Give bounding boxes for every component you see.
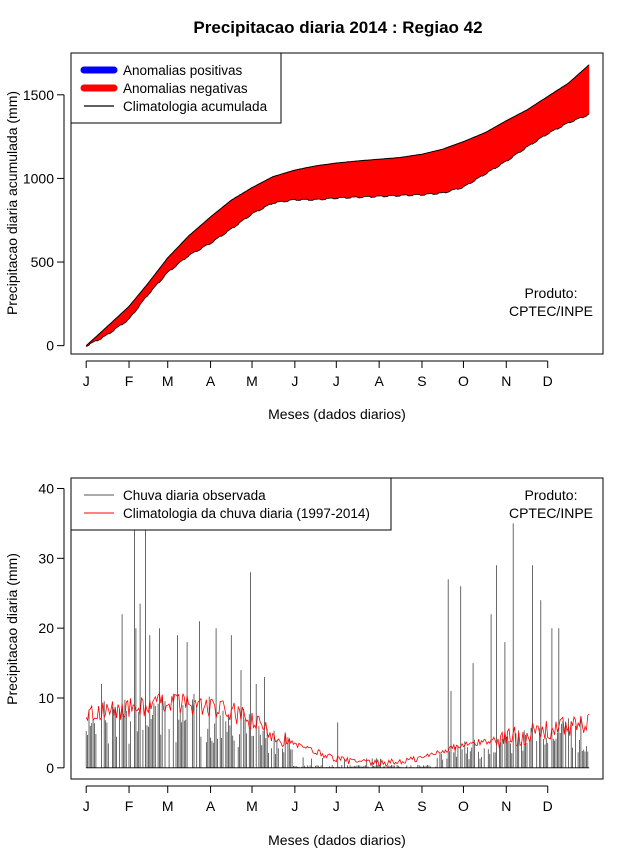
daily-x-tick-label: M xyxy=(162,798,174,814)
daily-y-tick-label: 30 xyxy=(38,550,54,566)
legend-negative-label: Anomalias negativas xyxy=(123,81,248,96)
daily-x-tick-label: S xyxy=(417,798,426,814)
accumulated-y-axis-label: Precipitacao diaria acumulada (mm) xyxy=(4,91,20,315)
daily-x-tick-label: J xyxy=(291,798,298,814)
accumulated-x-tick-label: F xyxy=(125,373,134,389)
legend-positive-label: Anomalias positivas xyxy=(123,63,243,78)
daily-x-tick-label: A xyxy=(206,798,216,814)
daily-y-tick-label: 10 xyxy=(38,690,54,706)
product-source-top: CPTEC/INPE xyxy=(509,303,593,319)
accumulated-x-tick-label: N xyxy=(501,373,511,389)
daily-climatology-line xyxy=(85,692,590,768)
daily-x-tick-label: D xyxy=(543,798,553,814)
daily-x-tick-label: A xyxy=(374,798,384,814)
daily-chart: J F M A M J J A S O N D 0 10 20 30 40 Meses (dados diari… xyxy=(4,477,604,848)
accumulated-x-tick-label: J xyxy=(291,373,298,389)
daily-x-tick-label: F xyxy=(125,798,134,814)
daily-x-axis-label: Meses (dados diarios) xyxy=(268,832,406,848)
accumulated-x-tick-label: O xyxy=(458,373,469,389)
daily-x-tick-label: O xyxy=(458,798,469,814)
daily-x-tick-label: J xyxy=(83,798,90,814)
daily-x-tick-label: M xyxy=(246,798,258,814)
accumulated-chart: J F M A M J J A S O N D 0 500 1000 1500 Meses (dados di… xyxy=(4,52,604,422)
accumulated-x-axis-label: Meses (dados diarios) xyxy=(268,406,406,422)
daily-legend-box xyxy=(70,477,392,531)
daily-y-tick-label: 0 xyxy=(46,760,54,776)
product-source-bottom: CPTEC/INPE xyxy=(509,505,593,521)
accumulated-x-tick-label: J xyxy=(83,373,90,389)
accumulated-y-tick-label: 0 xyxy=(46,338,54,354)
daily-y-tick-label: 20 xyxy=(38,620,54,636)
accumulated-x-tick-label: A xyxy=(206,373,216,389)
accumulated-x-tick-label: D xyxy=(543,373,553,389)
observed-accumulated-line xyxy=(86,113,590,347)
daily-y-tick-label: 40 xyxy=(38,480,54,496)
daily-x-tick-label: N xyxy=(501,798,511,814)
accumulated-x-tick-label: J xyxy=(333,373,340,389)
daily-legend: Chuva diaria observada Climatologia da c… xyxy=(70,477,392,531)
legend-climatology-label: Climatologia acumulada xyxy=(123,99,268,114)
accumulated-x-tick-label: S xyxy=(417,373,426,389)
accumulated-y-tick-label: 1000 xyxy=(23,170,54,186)
climatology-accumulated-line xyxy=(85,64,590,346)
figure-title: Precipitacao diaria 2014 : Regiao 42 xyxy=(193,18,482,37)
accumulated-y-tick-label: 1500 xyxy=(23,87,54,103)
legend-daily-climatology-label: Climatologia da chuva diaria (1997-2014) xyxy=(123,506,370,521)
accumulated-x-tick-label: A xyxy=(374,373,384,389)
accumulated-x-tick-label: M xyxy=(162,373,174,389)
accumulated-x-tick-label: M xyxy=(246,373,258,389)
accumulated-legend: Anomalias positivas Anomalias negativas … xyxy=(70,52,282,124)
accumulated-plot-box xyxy=(70,52,604,355)
legend-observed-label: Chuva diaria observada xyxy=(123,488,266,503)
accumulated-y-tick-label: 500 xyxy=(31,254,55,270)
product-label-top: Produto: xyxy=(525,285,578,301)
product-label-bottom: Produto: xyxy=(525,487,578,503)
daily-x-tick-label: J xyxy=(333,798,340,814)
daily-y-axis-label: Precipitacao diaria (mm) xyxy=(4,553,20,705)
